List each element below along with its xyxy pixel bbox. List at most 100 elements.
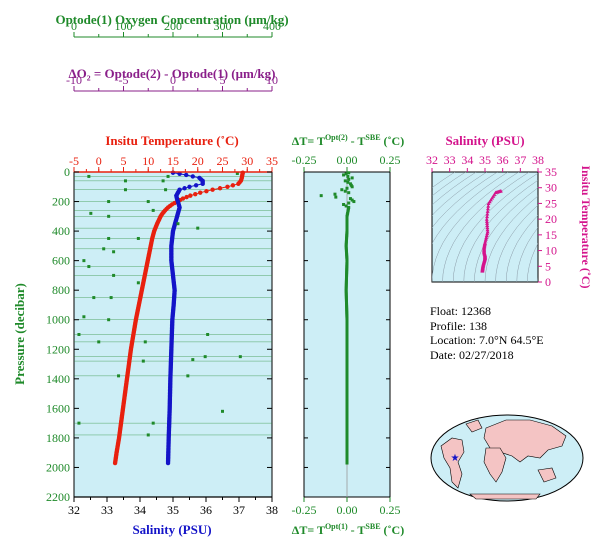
temperature-tick-label: 35: [266, 154, 278, 168]
salinity-point: [184, 172, 189, 178]
delta-t-point: [345, 186, 349, 190]
ts-salinity-tick-label: 34: [461, 153, 473, 167]
profile-number: Profile: 138: [430, 318, 487, 333]
pressure-tick-label: 400: [52, 224, 70, 238]
oxygen-point: [203, 355, 207, 359]
delta_o2-point: [235, 171, 239, 175]
float-id: Float: 12368: [430, 304, 492, 318]
delta-t-point: [345, 461, 349, 465]
density-contour: [505, 215, 538, 282]
salinity-point: [187, 184, 192, 189]
oxygen-point: [206, 333, 210, 336]
ts-salinity-tick-label: 32: [426, 153, 438, 167]
salinity-tick-label: 32: [68, 503, 80, 517]
date: Date: 02/27/2018: [430, 347, 514, 362]
ts-temperature-tick-label: 25: [545, 196, 557, 210]
map-land-greenland: [465, 419, 483, 433]
delta_o2-point: [77, 333, 81, 336]
delta-t-point: [352, 200, 356, 204]
oxygen-tick-label: 100: [115, 19, 133, 33]
ts-point: [483, 237, 488, 241]
oxygen-point: [107, 214, 111, 218]
delta-t-point: [334, 195, 338, 199]
delta-t-point: [344, 204, 348, 208]
temperature-tick-label: 5: [121, 154, 127, 168]
oxygen-point: [196, 226, 200, 230]
oxygen-point: [164, 188, 168, 192]
oxygen-point: [161, 179, 165, 183]
temperature-point: [236, 181, 241, 187]
oxygen-axis-title: Optode(1) Oxygen Concentration (μm/kg): [55, 12, 288, 27]
density-contour: [432, 172, 477, 206]
pressure-tick-label: 600: [52, 254, 70, 268]
pressure-tick-label: 200: [52, 195, 70, 209]
density-contour: [432, 172, 466, 197]
ts-temperature-tick-label: 35: [545, 165, 557, 179]
oxygen-series: [87, 174, 210, 437]
ts-salinity-tick-label: 35: [479, 153, 491, 167]
ts-point: [484, 217, 489, 221]
density-contour: [484, 195, 538, 282]
delta-t-point: [347, 177, 351, 181]
delta_o2-point: [238, 355, 242, 359]
pressure-tick-label: 1000: [46, 313, 70, 327]
delta-t-bottom-title: ΔT= TOpt(1) - TSBE (˚C): [292, 522, 404, 537]
delta-t-point: [342, 203, 346, 206]
delta_o2-point: [117, 374, 121, 378]
map-land-americas: [440, 437, 465, 489]
ts-salinity-tick-label: 37: [514, 153, 526, 167]
ts-point: [484, 235, 489, 239]
density-contour: [432, 172, 498, 228]
ts-point: [485, 229, 490, 234]
pressure-axis-title: Pressure (decibar): [12, 283, 27, 385]
temperature-point: [217, 186, 223, 191]
delta_o2-tick-label: 10: [266, 73, 278, 87]
oxygen-point: [186, 374, 190, 378]
oxygen-tick-label: 400: [263, 19, 281, 33]
ts-point: [485, 221, 490, 225]
oxygen-point: [107, 236, 111, 240]
delta_o2-point: [143, 340, 147, 344]
temperature-tick-label: 15: [167, 154, 179, 168]
map-land-australia: [537, 467, 557, 483]
delta-t-top-tick-label: 0.00: [337, 153, 358, 167]
temperature-axis-title: Insitu Temperature (˚C): [105, 133, 238, 148]
salinity-point: [165, 460, 171, 466]
delta_o2-point: [107, 200, 111, 204]
delta-t-point: [333, 192, 337, 196]
ts-temperature-tick-label: 5: [545, 259, 551, 273]
temperature-point: [112, 460, 118, 466]
oxygen-point: [146, 200, 150, 204]
density-contour: [516, 227, 538, 282]
pressure-tick-label: 800: [52, 283, 70, 297]
world-map: ★: [430, 414, 584, 502]
temperature-point: [198, 190, 203, 195]
salinity-tick-label: 33: [101, 503, 113, 517]
density-contour: [432, 172, 509, 245]
delta-t-point: [347, 171, 351, 175]
salinity-tick-label: 37: [233, 503, 245, 517]
pressure-tick-label: 1200: [46, 342, 70, 356]
float-info: Float: 12368 Profile: 138 Location: 7.0°…: [430, 304, 544, 362]
delta_o2-point: [87, 174, 91, 178]
ts-point: [485, 231, 490, 236]
delta-t-top-title: ΔT= TOpt(2) - TSBE (˚C): [292, 133, 404, 148]
ts-point: [485, 212, 490, 216]
salinity-point: [200, 181, 205, 187]
salinity-point: [190, 174, 195, 179]
oxygen-point: [146, 433, 150, 437]
oxygen-point: [102, 247, 106, 251]
ts-series: [480, 189, 503, 273]
delta_o2-point: [123, 188, 127, 192]
map-land-africa: [483, 447, 507, 483]
pressure-tick-label: 1400: [46, 372, 70, 386]
ts-salinity-title: Salinity (PSU): [445, 133, 524, 148]
delta_o2-point: [136, 281, 140, 285]
ts-point: [486, 204, 491, 208]
location: Location: 7.0°N 64.5°E: [430, 333, 544, 347]
pressure-tick-label: 1600: [46, 401, 70, 415]
pressure-tick-label: 2200: [46, 490, 70, 504]
ts-temperature-tick-label: 0: [545, 275, 551, 289]
